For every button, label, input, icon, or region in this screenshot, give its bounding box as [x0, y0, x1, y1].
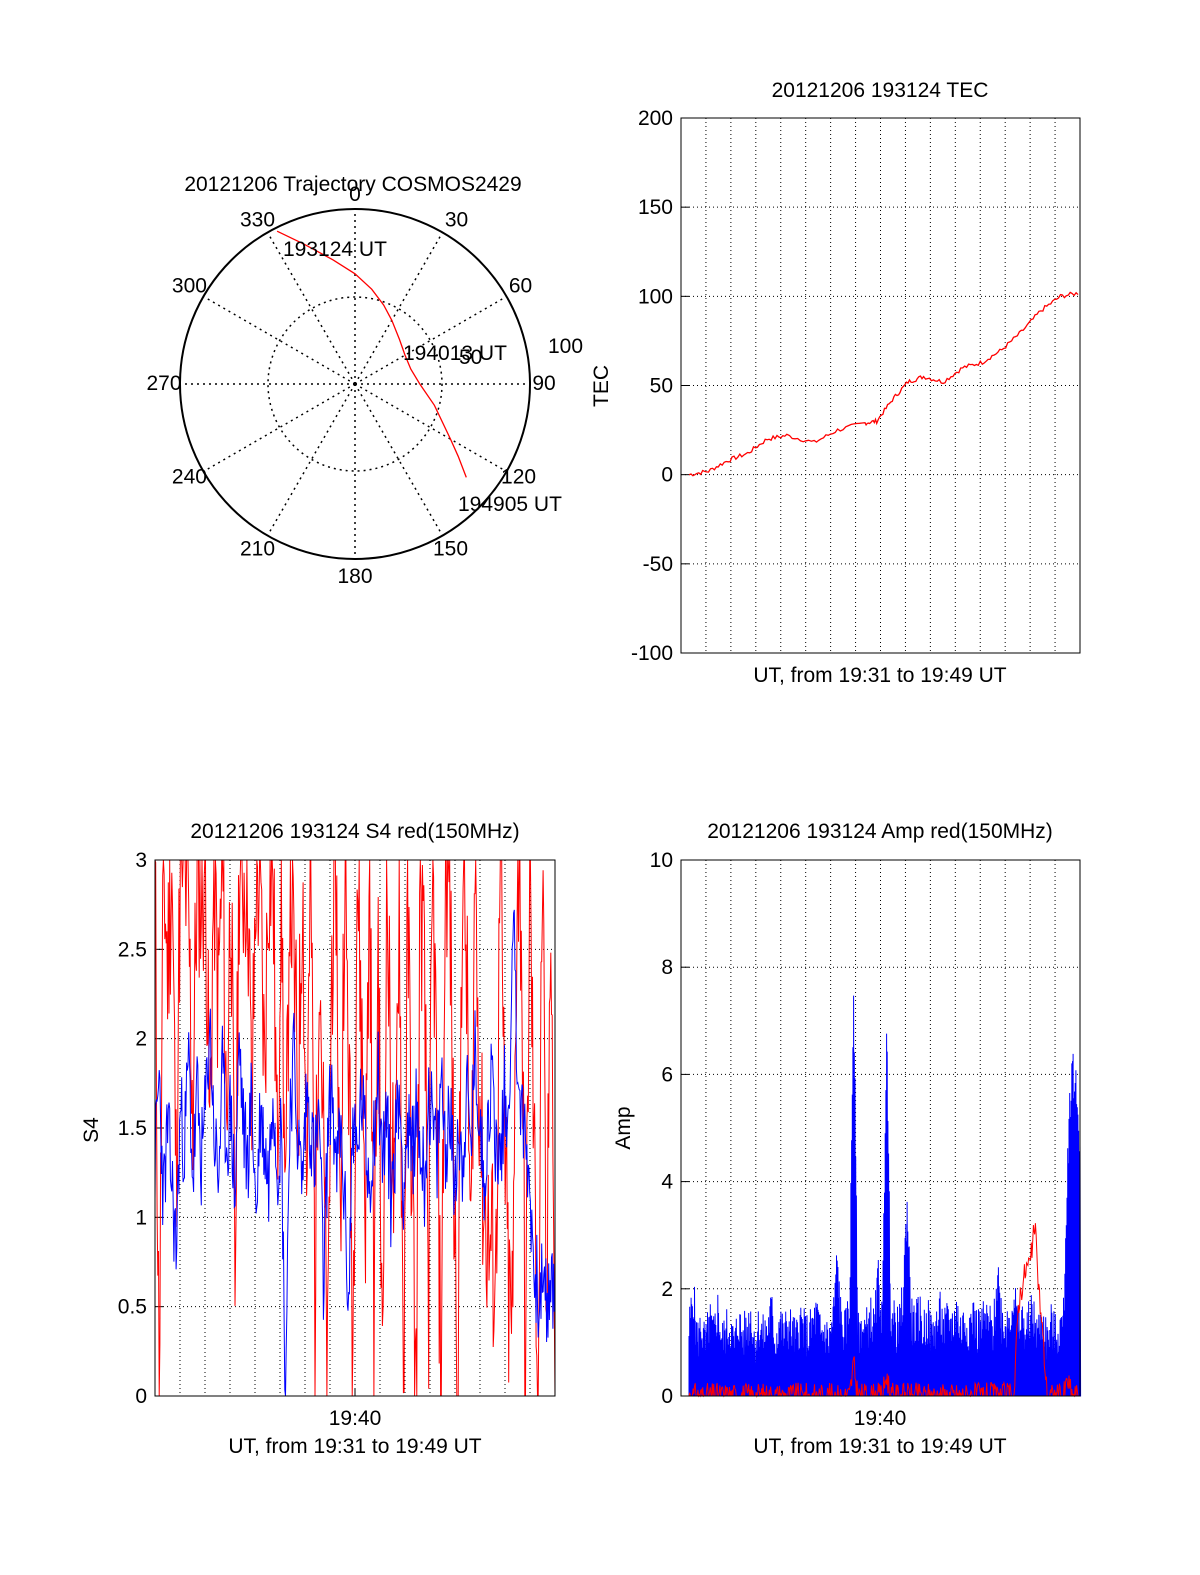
amp-y-ticks: 0 2 4 6 8 10	[650, 849, 881, 1408]
s4-y-label: S4	[80, 1117, 103, 1143]
tec-grid	[681, 118, 1080, 653]
track-mid-label: 194013 UT	[403, 342, 507, 365]
s4-y-ticks: 0 0.5 1 1.5 2 2.5 3	[118, 849, 356, 1408]
amp-x-label: UT, from 19:31 to 19:49 UT	[753, 1435, 1006, 1458]
polar-spoke-330	[266, 232, 356, 385]
radial-label-50: 50	[459, 346, 482, 369]
track-end-label: 194905 UT	[458, 493, 562, 516]
tec-title: 20121206 193124 TEC	[772, 79, 989, 102]
polar-angle-label-60: 60	[509, 275, 532, 298]
polar-angle-label-270: 270	[146, 372, 181, 395]
y-tick-label: 2	[135, 1028, 147, 1051]
polar-angle-label-30: 30	[445, 208, 468, 231]
y-tick-label: -100	[631, 642, 673, 665]
y-tick-label: 1.5	[118, 1117, 147, 1140]
polar-spoke-210	[266, 383, 356, 536]
tec-series-line	[688, 291, 1079, 477]
s4-x-tick-1940: 19:40	[329, 1407, 382, 1430]
tec-plot-frame	[680, 117, 1081, 654]
polar-angle-label-240: 240	[172, 466, 207, 489]
polar-angle-label-180: 180	[337, 565, 372, 588]
tec-x-label: UT, from 19:31 to 19:49 UT	[753, 664, 1006, 687]
amp-title: 20121206 193124 Amp red(150MHz)	[707, 820, 1053, 843]
amp-x-tick-1940: 19:40	[854, 1407, 907, 1430]
polar-spokes	[180, 209, 530, 559]
trajectory-panel: 20121206 Trajectory COSMOS2429 0 30 60 90 12…	[146, 173, 583, 588]
y-tick-label: 6	[661, 1063, 673, 1086]
polar-angle-label-330: 330	[240, 208, 275, 231]
track-start-label: 193124 UT	[283, 238, 387, 261]
y-tick-label: 150	[638, 196, 673, 219]
amp-plot-frame	[680, 859, 1081, 1397]
y-tick-label: 200	[638, 107, 673, 130]
s4-title: 20121206 193124 S4 red(150MHz)	[190, 820, 519, 843]
y-tick-label: 0	[135, 1385, 147, 1408]
tec-panel: 20121206 193124 TEC -100-50050100150200 …	[590, 79, 1081, 687]
s4-x-label: UT, from 19:31 to 19:49 UT	[228, 1435, 481, 1458]
trajectory-title: 20121206 Trajectory COSMOS2429	[184, 173, 521, 196]
y-tick-label: -50	[643, 553, 673, 576]
polar-angle-labels: 0 30 60 90 120 150 180 210 240 270 300 330	[146, 183, 555, 588]
polar-spoke-150	[354, 383, 444, 536]
s4-blue-series	[154, 909, 556, 1397]
y-tick-label: 1	[135, 1206, 147, 1229]
polar-angle-label-150: 150	[433, 538, 468, 561]
radial-label-100: 100	[548, 335, 583, 358]
s4-panel: 20121206 193124 S4 red(150MHz) 0 0.5 1 1.5 2…	[80, 820, 556, 1458]
polar-angle-label-0: 0	[349, 183, 361, 206]
y-tick-label: 2	[661, 1278, 673, 1301]
polar-spoke-60	[354, 295, 507, 385]
y-tick-label: 100	[638, 285, 673, 308]
tec-y-label: TEC	[590, 365, 613, 407]
y-tick-label: 0	[661, 1385, 673, 1408]
y-tick-label: 0	[661, 464, 673, 487]
y-tick-label: 0.5	[118, 1296, 147, 1319]
y-tick-label: 8	[661, 956, 673, 979]
y-tick-label: 4	[661, 1171, 673, 1194]
polar-angle-label-90: 90	[532, 372, 555, 395]
polar-spoke-30	[354, 232, 444, 385]
y-tick-label: 50	[650, 375, 673, 398]
y-tick-label: 2.5	[118, 938, 147, 961]
amp-y-label: Amp	[612, 1106, 635, 1149]
polar-angle-label-210: 210	[240, 538, 275, 561]
amp-panel: 20121206 193124 Amp red(150MHz) 0246810 …	[612, 820, 1082, 1458]
s4-plot-frame	[154, 859, 556, 1397]
polar-spoke-240	[203, 383, 356, 473]
y-tick-label: 10	[650, 849, 673, 872]
polar-spoke-120	[354, 383, 507, 473]
polar-inner-circle	[267, 296, 443, 472]
y-tick-label: 3	[135, 849, 147, 872]
amp-blue-series	[688, 995, 1082, 1397]
polar-angle-label-300: 300	[172, 275, 207, 298]
trajectory-track	[276, 230, 467, 478]
polar-angle-label-120: 120	[501, 466, 536, 489]
tec-y-ticks: -100 -50 0 50 100 150 200	[631, 107, 689, 665]
polar-spoke-300	[203, 295, 356, 385]
